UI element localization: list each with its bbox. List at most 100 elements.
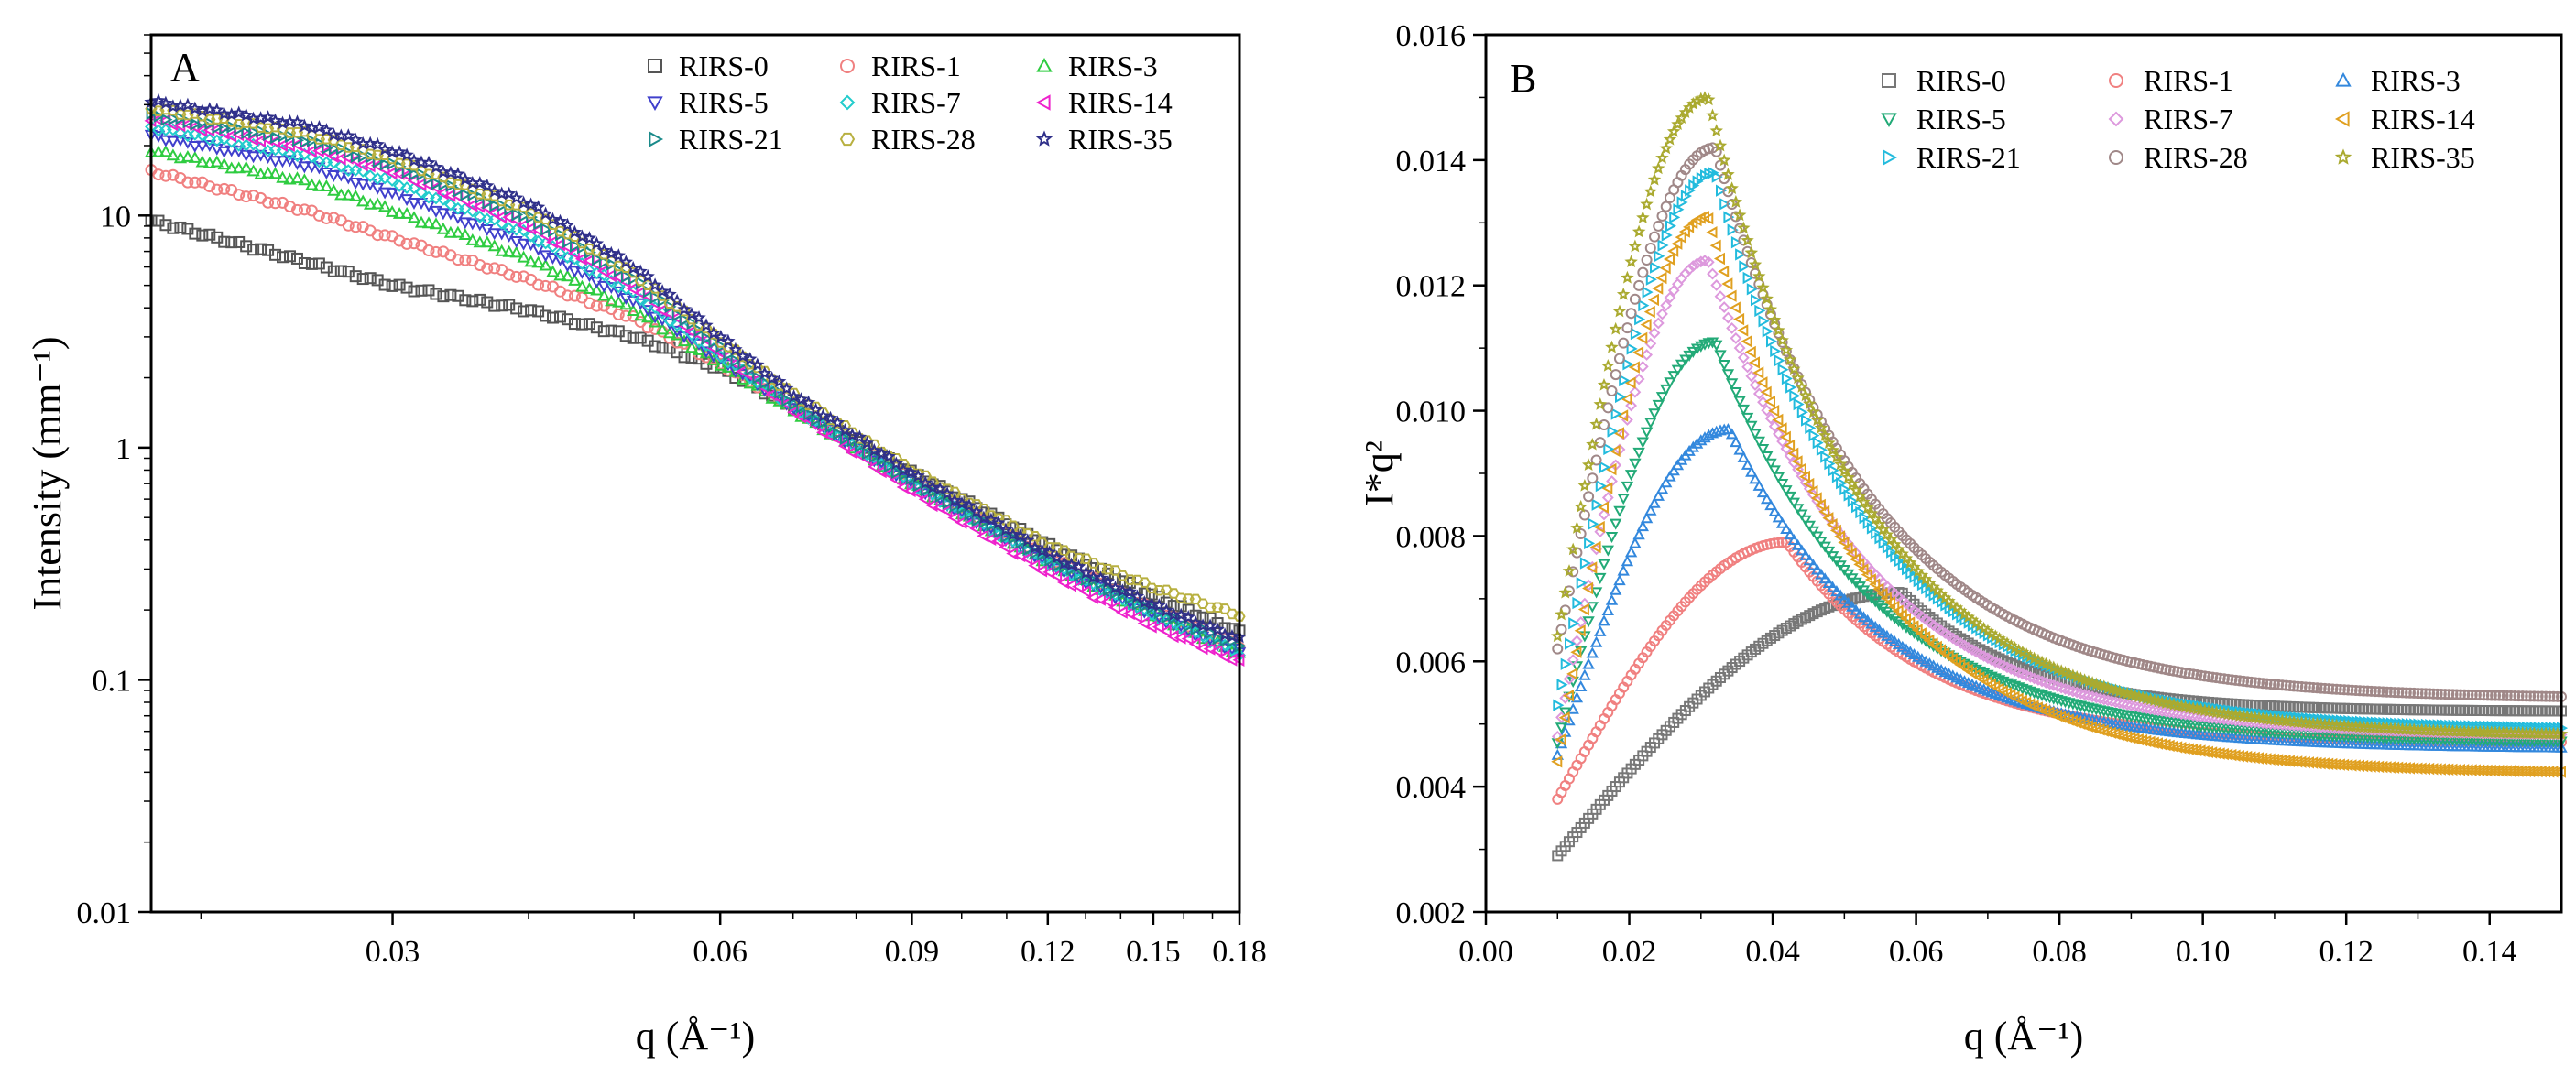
panel-a-point-RIRS-5 (553, 254, 567, 266)
panel-a-point-RIRS-7 (283, 147, 297, 161)
panel-a-point-RIRS-7 (378, 171, 392, 185)
panel-a-point-RIRS-35 (1078, 565, 1094, 580)
panel-a-point-RIRS-3 (342, 188, 355, 201)
panel-b-point-RIRS-35 (1562, 564, 1577, 577)
panel-b-point-RIRS-35 (1566, 542, 1580, 556)
panel-b-point-RIRS-3 (1730, 436, 1742, 448)
panel-b-point-RIRS-21 (1739, 260, 1751, 273)
panel-a-point-RIRS-14 (436, 186, 449, 201)
panel-a-point-RIRS-21 (686, 316, 699, 331)
panel-b-point-RIRS-14 (2116, 729, 2128, 743)
panel-a-point-RIRS-35 (231, 105, 246, 120)
panel-b-point-RIRS-14 (1826, 518, 1838, 531)
panel-b-point-RIRS-7 (2152, 704, 2165, 717)
panel-b-point-RIRS-21 (1793, 397, 1805, 411)
panel-b-point-RIRS-35 (1838, 463, 1851, 477)
panel-b-point-RIRS-3 (1841, 596, 1855, 608)
panel-a-point-RIRS-35 (421, 155, 436, 169)
panel-a-point-RIRS-21 (482, 196, 495, 210)
panel-a-point-RIRS-3 (261, 166, 275, 179)
panel-b-point-RIRS-21 (1777, 364, 1789, 376)
panel-a-point-RIRS-21 (1059, 560, 1072, 574)
panel-b-point-RIRS-28 (1621, 322, 1633, 334)
panel-b-point-RIRS-5 (1582, 616, 1595, 628)
panel-b-point-RIRS-14 (2144, 735, 2156, 748)
panel-a-point-RIRS-14 (1217, 649, 1230, 664)
panel-b-point-RIRS-21 (1556, 679, 1568, 691)
panel-b-point-RIRS-3 (1749, 472, 1762, 484)
panel-b-point-RIRS-28 (2226, 674, 2238, 686)
panel-a-point-RIRS-3 (443, 225, 458, 238)
panel-b-point-RIRS-35 (1558, 585, 1572, 599)
panel-a-point-RIRS-35 (523, 197, 539, 212)
panel-a-point-RIRS-21 (657, 294, 670, 308)
panel-b-point-RIRS-28 (2311, 682, 2323, 694)
panel-b-point-RIRS-14 (1763, 395, 1775, 408)
panel-a-point-RIRS-28 (452, 179, 464, 190)
panel-a-point-RIRS-0 (277, 251, 289, 264)
panel-a-point-RIRS-0 (327, 265, 340, 277)
panel-b-point-RIRS-21 (1645, 273, 1657, 286)
panel-b-point-RIRS-28 (1633, 279, 1645, 291)
panel-a-point-RIRS-35 (918, 475, 933, 490)
panel-a-point-RIRS-35 (728, 342, 743, 356)
panel-b-point-RIRS-21 (1610, 407, 1622, 420)
panel-a-point-RIRS-3 (232, 161, 246, 174)
panel-a-point-RIRS-0 (634, 331, 647, 344)
panel-a-point-RIRS-21 (649, 290, 662, 305)
panel-a-point-RIRS-1 (393, 234, 406, 247)
panel-b-point-RIRS-7 (1566, 654, 1579, 667)
panel-b-point-RIRS-14 (1601, 482, 1613, 494)
panel-a-point-RIRS-3 (290, 171, 304, 184)
panel-a-point-RIRS-1 (189, 176, 202, 189)
panel-b-x-tick-label: 0.00 (1458, 935, 1513, 969)
panel-a-point-RIRS-7 (443, 198, 457, 212)
panel-a-point-RIRS-7 (349, 163, 363, 177)
panel-a-point-RIRS-14 (1079, 584, 1091, 599)
panel-a-point-RIRS-3 (268, 167, 282, 179)
panel-a-point-RIRS-35 (1100, 573, 1116, 588)
panel-b-point-RIRS-3 (1834, 589, 1847, 601)
panel-b-point-RIRS-7 (1629, 385, 1642, 398)
panel-b-point-RIRS-28 (2195, 669, 2207, 681)
panel-b-point-RIRS-14 (1628, 361, 1640, 374)
panel-b-x-tick-label: 0.10 (2176, 935, 2231, 969)
panel-b-point-RIRS-14 (2136, 733, 2148, 747)
panel-a-point-RIRS-1 (152, 168, 165, 181)
panel-b-point-RIRS-3 (1695, 434, 1708, 446)
panel-a-point-RIRS-35 (618, 255, 633, 268)
panel-a-point-RIRS-21 (833, 427, 846, 440)
panel-b-point-RIRS-5 (1610, 518, 1622, 530)
panel-a-point-RIRS-28 (312, 134, 326, 145)
panel-b-point-RIRS-5 (2016, 683, 2029, 695)
panel-b-point-RIRS-3 (1761, 493, 1774, 505)
panel-a-legend: RIRS-0 RIRS-1 RIRS-3 RIRS-5 RIRS-7 RIRS-14 RIR… (647, 49, 1173, 156)
panel-b-point-RIRS-14 (1562, 690, 1574, 702)
panel-b-point-RIRS-14 (1814, 498, 1826, 512)
panel-b-point-RIRS-35 (1621, 270, 1634, 284)
panel-b-point-RIRS-3 (1853, 607, 1866, 619)
panel-b-point-RIRS-28 (2245, 676, 2257, 688)
panel-b-point-RIRS-5 (1985, 671, 1998, 683)
panel-b-point-RIRS-35 (1675, 111, 1688, 125)
panel-b-point-RIRS-28 (2183, 668, 2195, 679)
panel-a-point-RIRS-7 (473, 210, 486, 223)
panel-b-point-RIRS-3 (1702, 429, 1715, 440)
panel-a-point-RIRS-3 (561, 269, 574, 282)
panel-b-point-RIRS-5 (1555, 722, 1568, 734)
panel-b-point-RIRS-3 (1706, 427, 1719, 439)
panel-b-point-RIRS-5 (1806, 526, 1820, 538)
panel-b-point-RIRS-14 (1675, 231, 1686, 244)
panel-b-point-RIRS-14 (2109, 727, 2121, 741)
panel-a-point-RIRS-0 (678, 351, 691, 364)
panel-b-point-RIRS-35 (1810, 413, 1824, 427)
panel-a-point-RIRS-0 (415, 284, 428, 297)
panel-b-point-RIRS-3 (1764, 499, 1777, 511)
panel-a-point-RIRS-35 (881, 449, 897, 463)
panel-a-point-RIRS-35 (289, 114, 305, 128)
panel-b-point-RIRS-5 (1780, 485, 1793, 497)
panel-a-point-RIRS-35 (567, 224, 583, 239)
panel-a-point-RIRS-14 (1130, 610, 1142, 624)
panel-a-point-RIRS-28 (364, 148, 377, 160)
panel-b-point-RIRS-3 (1601, 603, 1614, 615)
